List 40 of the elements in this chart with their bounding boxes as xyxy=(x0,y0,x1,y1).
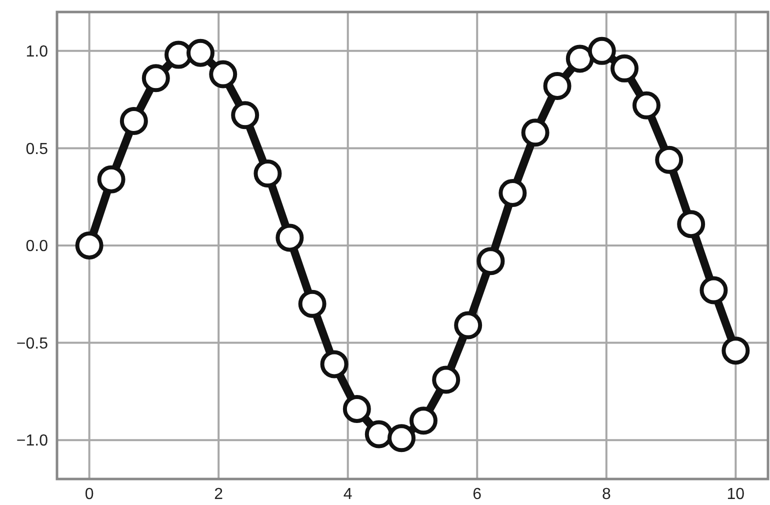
x-tick-label: 0 xyxy=(84,486,94,503)
y-tick-label: −1.0 xyxy=(16,432,48,450)
point xyxy=(186,38,214,67)
point xyxy=(521,118,550,147)
point xyxy=(432,366,460,394)
point xyxy=(610,54,639,82)
point xyxy=(543,72,572,100)
point xyxy=(97,165,126,194)
y-tick-label: −0.5 xyxy=(16,335,48,352)
point xyxy=(588,36,616,65)
point xyxy=(498,178,527,207)
point xyxy=(142,64,170,92)
point xyxy=(476,247,505,276)
x-tick-label: 4 xyxy=(343,486,352,503)
point xyxy=(209,60,238,88)
point xyxy=(231,101,260,130)
point xyxy=(454,311,482,340)
point xyxy=(700,276,728,304)
point xyxy=(409,406,438,435)
point xyxy=(342,394,371,423)
point xyxy=(276,224,304,252)
point xyxy=(388,424,416,452)
point xyxy=(320,350,348,378)
point xyxy=(364,420,393,448)
point xyxy=(75,232,104,260)
x-tick-label: 2 xyxy=(214,486,224,503)
point xyxy=(677,210,706,238)
y-tick-label: 0.0 xyxy=(26,238,48,256)
y-tick-label: 1.0 xyxy=(26,44,48,61)
x-tick-label: 8 xyxy=(602,486,611,503)
y-tick-label: 0.5 xyxy=(26,140,48,158)
point xyxy=(655,146,684,174)
point xyxy=(632,91,660,120)
point xyxy=(298,290,326,318)
point xyxy=(566,44,594,73)
point xyxy=(254,160,282,188)
x-tick-label: 6 xyxy=(472,486,482,503)
x-tick-label: 10 xyxy=(726,486,745,503)
point xyxy=(722,336,750,365)
point xyxy=(120,106,148,135)
